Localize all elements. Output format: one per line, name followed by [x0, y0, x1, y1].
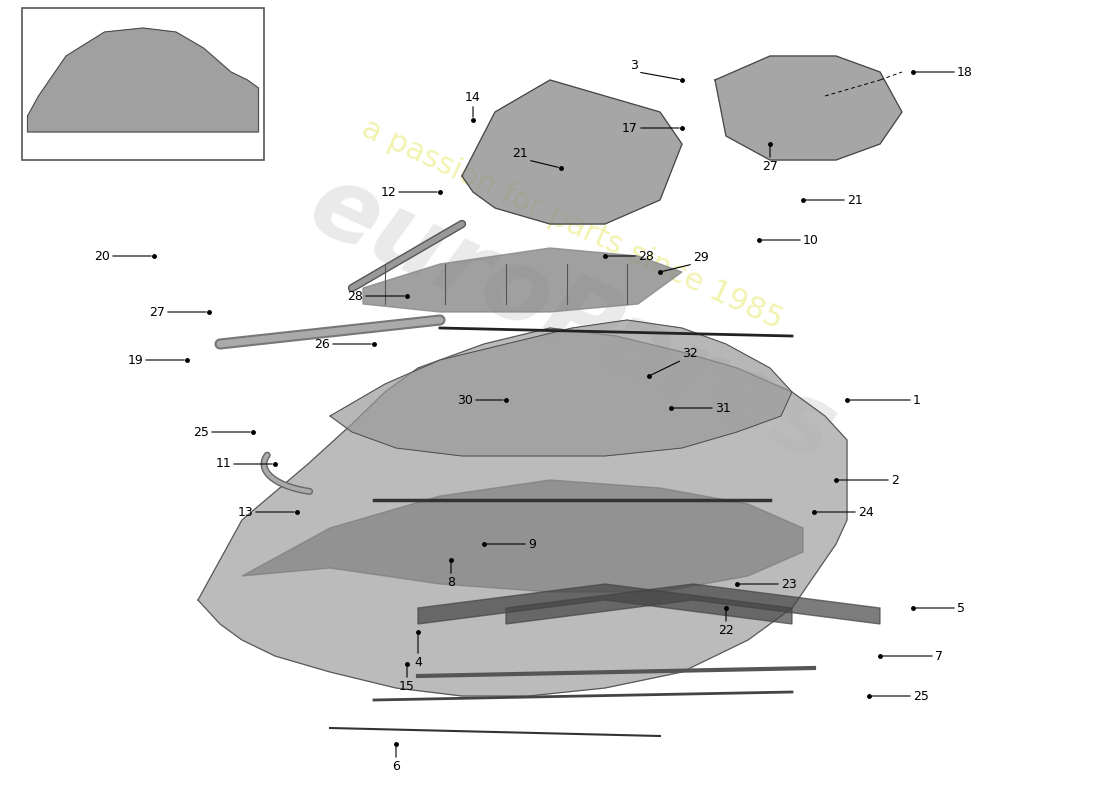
Text: 28: 28: [348, 290, 363, 302]
Text: 18: 18: [957, 66, 972, 78]
Text: 31: 31: [715, 402, 730, 414]
Text: 30: 30: [458, 394, 473, 406]
Text: 6: 6: [392, 760, 400, 773]
Text: 5: 5: [957, 602, 965, 614]
Text: 28: 28: [638, 250, 653, 262]
Polygon shape: [715, 56, 902, 160]
Text: 8: 8: [447, 576, 455, 589]
Text: 10: 10: [803, 234, 818, 246]
Polygon shape: [198, 328, 847, 696]
Text: 9: 9: [528, 538, 536, 550]
Text: 27: 27: [762, 160, 778, 173]
Text: 11: 11: [216, 458, 231, 470]
Text: 12: 12: [381, 186, 396, 198]
Polygon shape: [418, 584, 792, 624]
Polygon shape: [28, 28, 258, 132]
Text: 17: 17: [623, 122, 638, 134]
Text: 2: 2: [891, 474, 899, 486]
Polygon shape: [363, 248, 682, 312]
Text: 21: 21: [847, 194, 862, 206]
Bar: [22, 8, 264, 160]
Text: 32: 32: [682, 347, 697, 360]
Text: 7: 7: [935, 650, 943, 662]
Text: 26: 26: [315, 338, 330, 350]
Polygon shape: [462, 80, 682, 224]
Text: 1: 1: [913, 394, 921, 406]
Text: 14: 14: [465, 91, 481, 104]
Text: 29: 29: [693, 251, 708, 264]
Text: 20: 20: [95, 250, 110, 262]
Text: euroPares: euroPares: [294, 156, 850, 484]
Polygon shape: [242, 480, 803, 592]
Text: 25: 25: [194, 426, 209, 438]
Text: 4: 4: [414, 656, 422, 669]
Text: 21: 21: [513, 147, 528, 160]
Text: 15: 15: [399, 680, 415, 693]
Text: 25: 25: [913, 690, 928, 702]
Text: 3: 3: [630, 59, 638, 72]
Text: 27: 27: [150, 306, 165, 318]
Text: 19: 19: [128, 354, 143, 366]
Polygon shape: [330, 320, 792, 456]
Text: 22: 22: [718, 624, 734, 637]
Text: 13: 13: [238, 506, 253, 518]
Polygon shape: [506, 584, 880, 624]
Text: a passion for parts since 1985: a passion for parts since 1985: [356, 114, 788, 334]
Text: 24: 24: [858, 506, 873, 518]
Text: 23: 23: [781, 578, 796, 590]
